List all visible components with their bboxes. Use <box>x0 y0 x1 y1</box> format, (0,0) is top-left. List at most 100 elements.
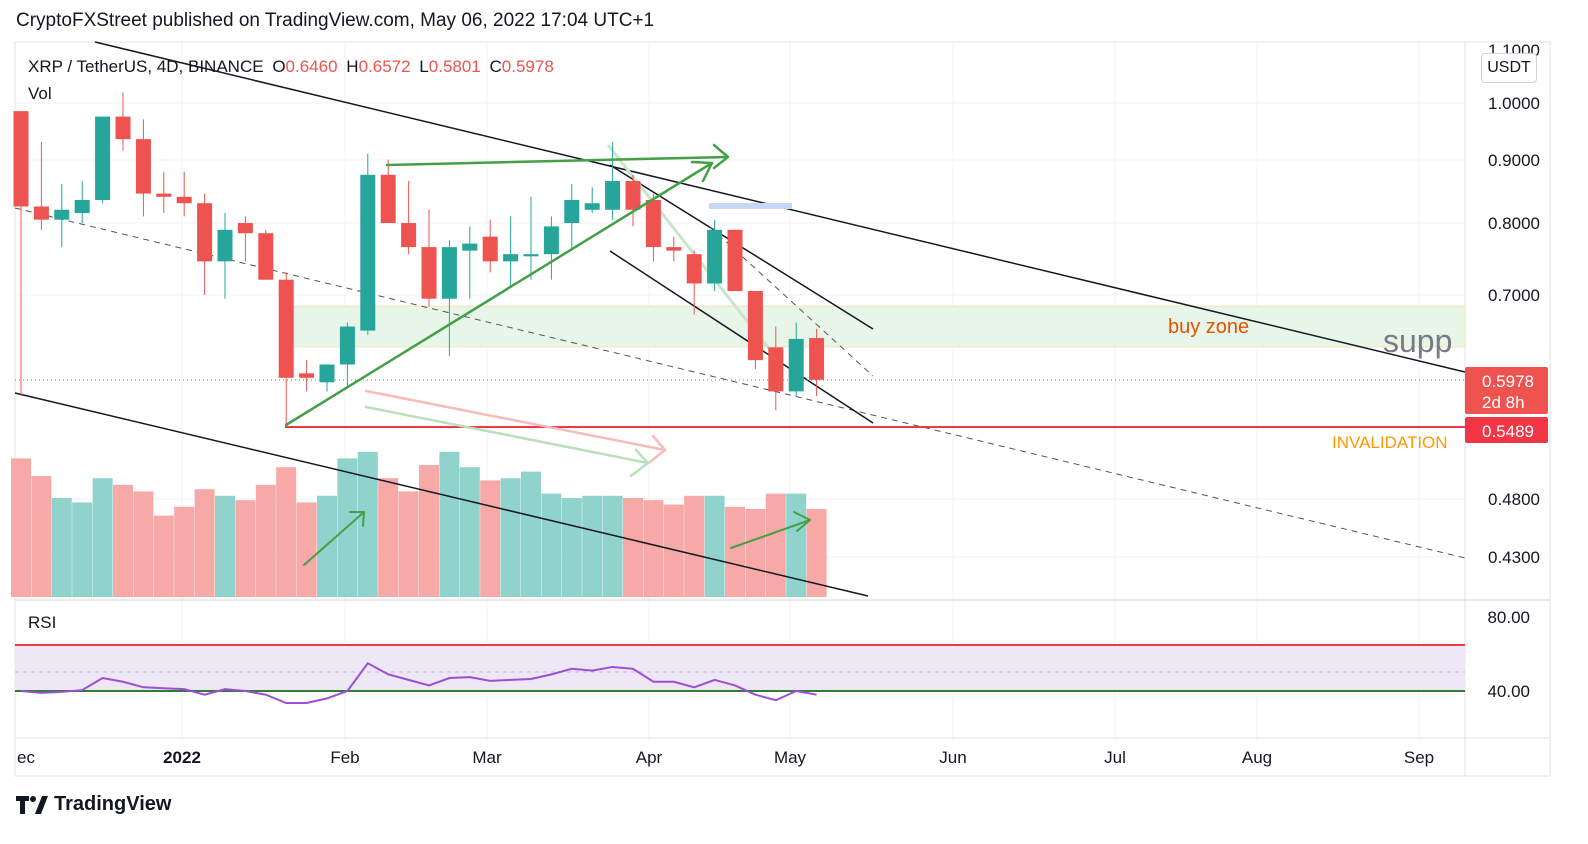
tradingview-logo-icon <box>16 795 48 814</box>
volume-bar <box>663 504 684 597</box>
ohlc-close: C0.5978 <box>489 57 554 76</box>
volume-up-arrow-left <box>303 511 365 566</box>
arrows <box>284 143 811 566</box>
candle-body <box>197 203 213 262</box>
currency-button[interactable]: USDT <box>1481 53 1537 83</box>
candle-body <box>401 223 417 248</box>
volume-bar <box>276 467 297 597</box>
candle-body <box>278 279 294 378</box>
time-tick: Mar <box>472 748 502 767</box>
candle-body <box>176 196 192 204</box>
time-tick: Feb <box>330 748 359 767</box>
volume-bar <box>153 515 174 597</box>
volume-bars <box>11 451 827 597</box>
candle-body <box>33 206 49 220</box>
candle-body <box>666 247 682 251</box>
volume-bar <box>439 451 460 597</box>
volume-bar <box>133 491 154 597</box>
price-tick: 1.0000 <box>1488 94 1540 113</box>
candle-body <box>237 223 253 234</box>
price-tick: 0.7000 <box>1488 286 1540 305</box>
svg-text:0.5489: 0.5489 <box>1482 422 1534 441</box>
volume-bar <box>500 478 521 597</box>
volume-bar <box>235 500 256 597</box>
time-tick: Aug <box>1242 748 1272 767</box>
candle-body <box>747 291 763 361</box>
time-tick: Apr <box>636 748 663 767</box>
wedge-lower-line <box>609 250 874 424</box>
ohlc-high: H0.6572 <box>346 57 411 76</box>
price-axis: 1.1000 1.0000 0.9000 0.8000 0.7000 0.480… <box>1487 41 1540 701</box>
publisher-header: CryptoFXStreet published on TradingView.… <box>16 10 655 31</box>
volume-bar <box>174 506 195 597</box>
time-tick: Jul <box>1104 748 1126 767</box>
volume-bar <box>296 502 317 597</box>
light-green-falling-arrow <box>364 405 650 478</box>
volume-bar <box>113 484 133 597</box>
candle-body <box>584 203 600 210</box>
last-price-tag: 0.5978 2d 8h <box>1465 367 1548 414</box>
svg-text:2d 8h: 2d 8h <box>1482 393 1525 412</box>
candle-body <box>360 174 376 331</box>
ohlc-low: L0.5801 <box>419 57 481 76</box>
price-tick: 0.8000 <box>1488 214 1540 233</box>
candle-body <box>605 181 621 210</box>
lower-channel-line <box>14 392 869 597</box>
candle-body <box>686 254 702 284</box>
candle-body <box>319 364 335 383</box>
horizontal-green-arrow <box>385 143 730 170</box>
candle-body <box>135 139 151 194</box>
candle-body <box>258 233 274 280</box>
candlesticks <box>13 92 825 425</box>
candle-body <box>441 247 457 299</box>
pink-falling-arrow <box>364 389 667 464</box>
volume-bar <box>684 495 705 597</box>
light-green-diagonal <box>606 144 772 351</box>
volume-bar <box>51 498 72 597</box>
candle-body <box>707 229 723 284</box>
volume-bar <box>419 465 439 597</box>
volume-bar <box>194 489 215 597</box>
candle-body <box>768 347 784 392</box>
candle-body <box>523 254 539 257</box>
volume-bar <box>582 495 603 597</box>
candle-body <box>503 254 519 262</box>
plot-frame <box>14 41 1551 777</box>
volume-bar <box>521 471 541 597</box>
invalidation-label: INVALIDATION <box>1332 433 1448 452</box>
rsi-pane-label: RSI <box>28 613 56 632</box>
candle-body <box>421 247 437 299</box>
price-tick: 0.9000 <box>1488 151 1540 170</box>
candle-body <box>380 174 396 224</box>
tradingview-logo: TradingView <box>16 793 171 816</box>
candle-body <box>809 338 825 380</box>
time-axis: ec 2022 Feb Mar Apr May Jun Jul Aug Sep <box>17 748 1434 767</box>
volume-bar <box>92 478 113 597</box>
volume-bar <box>704 495 725 597</box>
volume-bar <box>72 502 93 597</box>
candle-body <box>217 229 233 262</box>
candle-body <box>625 181 641 210</box>
price-tick: 0.4800 <box>1488 490 1540 509</box>
candle-body <box>74 200 90 214</box>
candle-body <box>95 116 111 201</box>
candle-body <box>115 116 131 140</box>
tradingview-brand: TradingView <box>54 793 172 815</box>
volume-bar <box>459 467 480 597</box>
time-tick: Sep <box>1404 748 1434 767</box>
volume-bar <box>11 458 31 597</box>
volume-up-arrow-right <box>730 511 811 549</box>
volume-bar <box>602 495 623 597</box>
volume-bar <box>643 500 664 597</box>
volume-bar <box>725 506 745 597</box>
candle-body <box>13 111 29 207</box>
support-label: supp <box>1383 323 1452 359</box>
ohlc-open: O0.6460 <box>272 57 338 76</box>
candle-body <box>482 236 498 262</box>
symbol-name: XRP / TetherUS, 4D, BINANCE <box>28 57 264 76</box>
candle-body <box>156 193 172 197</box>
svg-text:0.5978: 0.5978 <box>1482 372 1534 391</box>
time-tick: 2022 <box>163 748 201 767</box>
volume-bar <box>357 451 378 597</box>
rising-green-arrow <box>284 160 714 427</box>
